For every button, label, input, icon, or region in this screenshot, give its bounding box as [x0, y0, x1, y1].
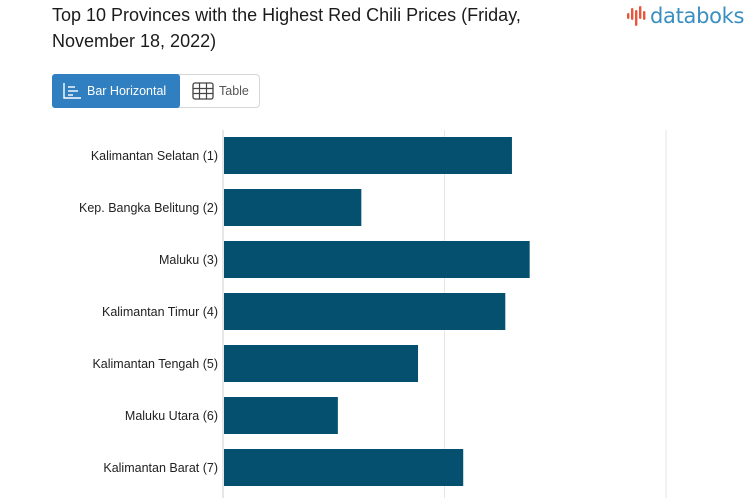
tab-table[interactable]: Table — [180, 75, 249, 107]
category-label: Kalimantan Selatan (1) — [91, 149, 218, 163]
bar[interactable] — [224, 189, 362, 226]
tab-label-table: Table — [219, 84, 249, 98]
bar[interactable] — [224, 449, 464, 486]
bar[interactable] — [224, 345, 419, 382]
bar[interactable] — [224, 397, 338, 434]
bar[interactable] — [224, 241, 530, 278]
table-icon — [192, 82, 214, 100]
view-tabs: Bar Horizontal Table — [52, 74, 260, 108]
category-label: Kalimantan Barat (7) — [103, 461, 218, 475]
bar-chart-icon — [63, 83, 81, 99]
brand-name: databoks — [650, 4, 745, 28]
category-label: Maluku (3) — [159, 253, 218, 267]
databoks-logo-icon — [627, 6, 646, 26]
databoks-logo[interactable]: databoks — [626, 3, 744, 29]
category-label: Kalimantan Tengah (5) — [92, 357, 218, 371]
chart-title: Top 10 Provinces with the Highest Red Ch… — [52, 5, 521, 51]
bar[interactable] — [224, 137, 512, 174]
category-label: Kalimantan Timur (4) — [102, 305, 218, 319]
category-label: Kep. Bangka Belitung (2) — [79, 201, 218, 215]
bar[interactable] — [224, 293, 506, 330]
tab-bar-horizontal[interactable]: Bar Horizontal — [52, 74, 180, 108]
category-label: Maluku Utara (6) — [125, 409, 218, 423]
tab-label-bar-horizontal: Bar Horizontal — [87, 84, 167, 98]
